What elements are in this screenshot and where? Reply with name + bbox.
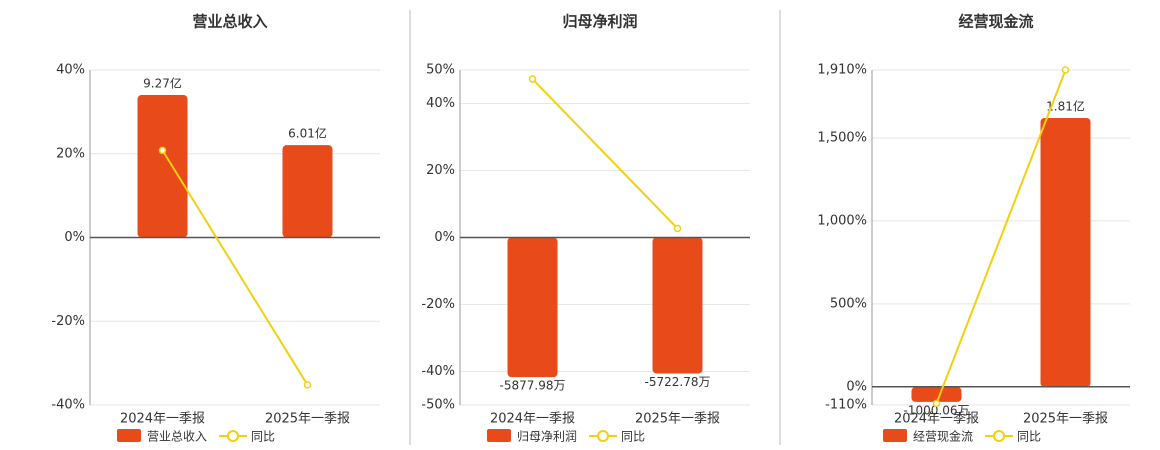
chart-title: 归母净利润 <box>562 13 637 31</box>
x-tick-label: 2024年一季报 <box>894 412 979 427</box>
chart-title: 经营现金流 <box>958 13 1033 31</box>
line <box>161 149 309 386</box>
legend-swatch <box>993 430 1005 442</box>
legend-swatch <box>487 429 511 442</box>
legend-swatch <box>227 430 239 442</box>
data-label: -5722.78万 <box>645 375 711 389</box>
bar <box>1040 118 1091 388</box>
x-tick-label: 2025年一季报 <box>1023 412 1108 427</box>
line-point <box>158 146 167 155</box>
y-tick-label: -20% <box>421 297 455 312</box>
line-point <box>303 381 312 389</box>
y-tick-label: 1,500% <box>817 130 867 145</box>
legend-label: 归母净利润 <box>517 430 577 444</box>
legend-swatch <box>597 430 609 442</box>
x-tick-label: 2025年一季报 <box>265 412 350 427</box>
y-tick-label: -20% <box>51 314 85 329</box>
line-point <box>1061 66 1070 74</box>
y-tick-label: 20% <box>426 163 455 178</box>
line <box>935 69 1067 404</box>
y-tick-label: 500% <box>830 296 867 311</box>
y-tick-label: 0% <box>64 230 85 245</box>
legend-label: 同比 <box>251 430 275 444</box>
y-tick-label: -40% <box>421 364 455 379</box>
data-label: 6.01亿 <box>288 126 327 141</box>
bar <box>137 95 188 238</box>
data-label: -1000.06万 <box>904 403 970 417</box>
y-tick-label: 0% <box>434 230 455 245</box>
bar <box>911 387 962 402</box>
y-tick-label: 50% <box>426 63 455 78</box>
bar <box>652 237 703 374</box>
legend-label: 营业总收入 <box>147 430 207 444</box>
legend-swatch <box>117 429 141 442</box>
data-label: -5877.98万 <box>500 379 566 393</box>
line-point <box>528 75 537 83</box>
data-label: 9.27亿 <box>143 76 182 91</box>
line <box>531 78 679 230</box>
legend-label: 同比 <box>1017 430 1041 444</box>
line-point <box>673 224 682 233</box>
bar <box>282 145 333 238</box>
y-tick-label: 1,910% <box>817 63 867 78</box>
bar <box>507 237 558 378</box>
y-tick-label: 1,000% <box>817 213 867 228</box>
legend-swatch <box>883 429 907 442</box>
x-tick-label: 2024年一季报 <box>120 412 205 427</box>
chart-title: 营业总收入 <box>192 13 267 31</box>
legend-label: 经营现金流 <box>913 429 973 444</box>
y-tick-label: 40% <box>56 63 85 78</box>
y-tick-label: -110% <box>825 398 867 413</box>
y-tick-label: -50% <box>421 398 455 413</box>
data-label: 1.81亿 <box>1046 99 1085 114</box>
y-tick-label: 40% <box>426 96 455 111</box>
y-tick-label: 20% <box>56 146 85 161</box>
y-tick-label: 0% <box>846 379 867 394</box>
y-tick-label: -40% <box>51 398 85 413</box>
x-tick-label: 2024年一季报 <box>490 412 575 427</box>
legend-label: 同比 <box>621 430 645 444</box>
x-tick-label: 2025年一季报 <box>635 412 720 427</box>
line-point <box>932 399 941 408</box>
